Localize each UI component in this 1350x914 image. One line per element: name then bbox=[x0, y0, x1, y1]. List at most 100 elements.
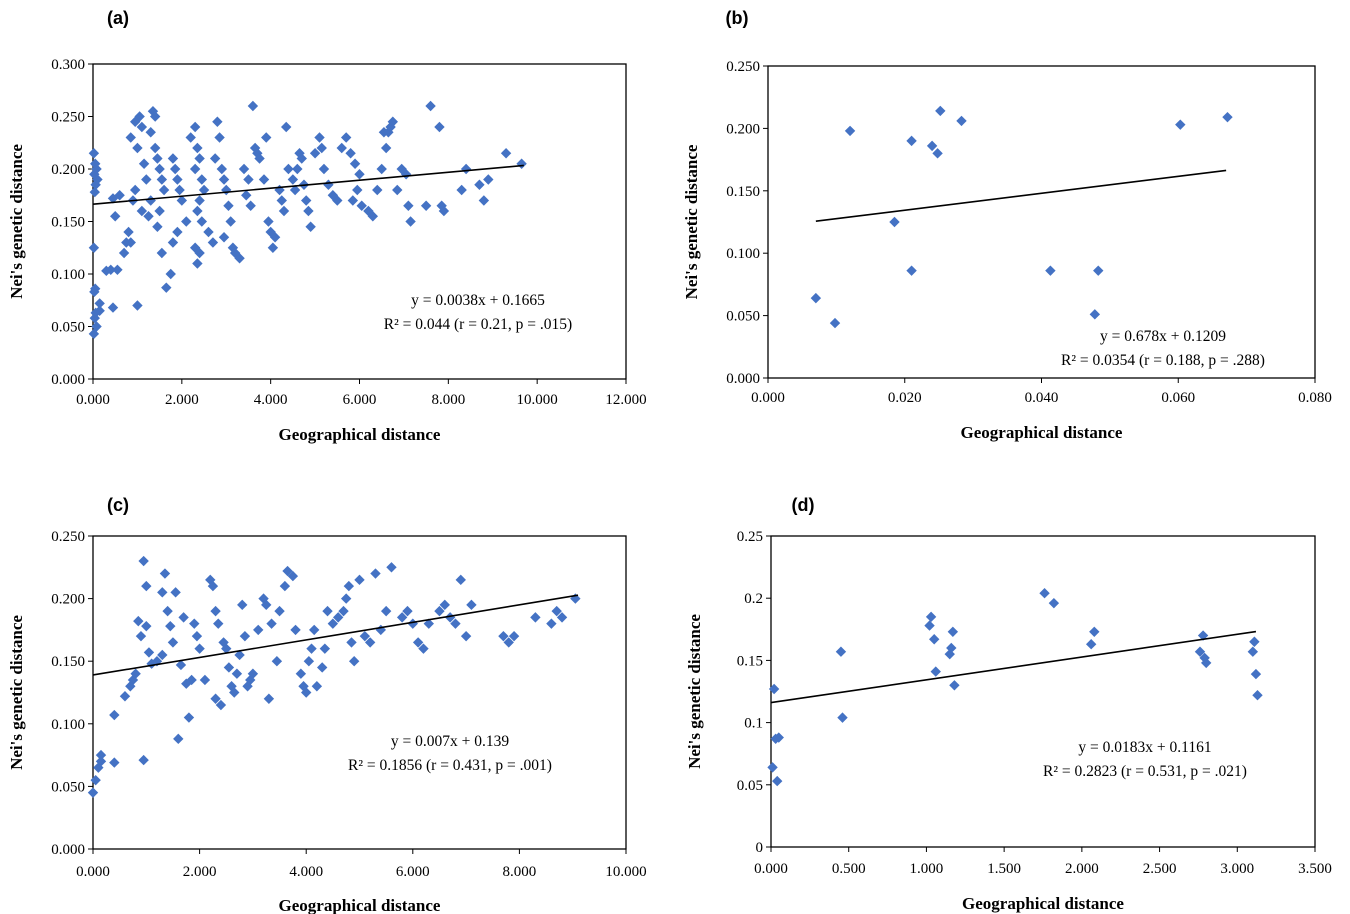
panel-label-a: (a) bbox=[107, 8, 129, 28]
x-tick-label: 6.000 bbox=[396, 864, 430, 880]
data-point bbox=[1222, 111, 1233, 123]
data-point bbox=[274, 605, 285, 617]
plot-area-c bbox=[92, 535, 627, 850]
data-point bbox=[173, 733, 184, 745]
data-point bbox=[162, 605, 173, 617]
data-point bbox=[338, 605, 349, 617]
regression-equation: y = 0.0038x + 0.1665 bbox=[411, 292, 545, 309]
data-point bbox=[530, 612, 541, 623]
data-point bbox=[107, 302, 119, 313]
chart-a-svg: (a) 0.000 0.050 0.100 0.150 0.200 0.250 0.300 0.… bbox=[7, 8, 647, 444]
data-point bbox=[1048, 597, 1060, 609]
x-tick-label: 10.000 bbox=[605, 864, 646, 880]
data-point bbox=[283, 163, 294, 175]
data-point bbox=[196, 216, 208, 227]
data-point bbox=[258, 174, 270, 185]
data-point bbox=[318, 163, 330, 175]
y-tick-label: 0.2 bbox=[744, 591, 763, 607]
data-point bbox=[161, 282, 172, 293]
data-point bbox=[376, 163, 387, 175]
data-point bbox=[132, 300, 143, 311]
data-point bbox=[172, 226, 183, 238]
data-point bbox=[90, 179, 101, 190]
data-point bbox=[380, 142, 392, 154]
data-point bbox=[546, 618, 557, 629]
data-point bbox=[89, 286, 100, 298]
data-point bbox=[118, 247, 130, 259]
y-tick-label: 0.150 bbox=[51, 654, 85, 670]
x-tick-label: 12.000 bbox=[605, 392, 646, 408]
panel-label-d: (d) bbox=[792, 495, 815, 515]
data-point bbox=[383, 127, 394, 138]
y-tick-label: 0.100 bbox=[51, 717, 85, 733]
data-point bbox=[247, 100, 259, 112]
y-tick-label: 0.150 bbox=[51, 215, 85, 231]
y-tick-label: 0.050 bbox=[51, 320, 85, 336]
data-point bbox=[267, 242, 279, 253]
regression-equation: R² = 0.2823 (r = 0.531, p = .021) bbox=[1043, 763, 1247, 780]
data-point bbox=[265, 226, 276, 238]
data-point bbox=[287, 174, 299, 185]
y-tick-label: 0.100 bbox=[51, 267, 85, 283]
y-tick-label: 0.050 bbox=[726, 309, 760, 325]
data-point bbox=[123, 226, 134, 238]
data-point bbox=[434, 121, 445, 133]
data-point bbox=[221, 643, 232, 654]
regression-equation: y = 0.678x + 0.1209 bbox=[1100, 328, 1226, 345]
x-tick-label: 8.000 bbox=[503, 864, 537, 880]
data-point bbox=[92, 174, 103, 185]
data-point bbox=[434, 605, 445, 617]
x-axis-title: Geographical distance bbox=[962, 894, 1124, 913]
x-tick-label: 3.500 bbox=[1298, 861, 1332, 877]
data-point bbox=[221, 184, 232, 196]
data-point bbox=[402, 605, 413, 617]
data-point bbox=[130, 668, 141, 679]
data-point bbox=[181, 216, 192, 227]
data-point bbox=[1247, 646, 1259, 657]
data-point bbox=[141, 174, 152, 185]
data-point bbox=[145, 127, 156, 138]
data-point bbox=[347, 195, 359, 206]
panel-label-c: (c) bbox=[107, 495, 129, 515]
data-point bbox=[192, 142, 203, 154]
data-point bbox=[192, 258, 203, 269]
data-point bbox=[403, 200, 414, 211]
data-point bbox=[278, 205, 290, 217]
data-point bbox=[154, 163, 165, 175]
data-point bbox=[189, 121, 201, 133]
data-point bbox=[478, 195, 490, 206]
data-point bbox=[114, 190, 125, 201]
data-point bbox=[925, 611, 937, 623]
data-point bbox=[1089, 309, 1101, 320]
data-point bbox=[109, 709, 120, 721]
data-point bbox=[380, 605, 392, 617]
data-point bbox=[94, 298, 105, 309]
data-point bbox=[332, 195, 343, 206]
y-tick-label: 0.150 bbox=[726, 184, 760, 200]
data-point bbox=[354, 169, 365, 180]
data-point bbox=[154, 205, 165, 217]
data-point bbox=[138, 158, 150, 169]
chart-d-svg: (d) 0 0.05 0.1 0.15 0.2 0.25 0.000 0.500 1.000 1.5… bbox=[685, 495, 1332, 913]
y-tick-label: 0.000 bbox=[726, 371, 760, 387]
data-point bbox=[500, 148, 512, 159]
data-point bbox=[167, 153, 179, 164]
data-point bbox=[214, 132, 225, 143]
data-point bbox=[438, 205, 450, 217]
data-point bbox=[311, 681, 323, 692]
data-point bbox=[296, 153, 307, 164]
data-point bbox=[95, 749, 107, 761]
regression-equation: y = 0.007x + 0.139 bbox=[391, 733, 509, 750]
y-tick-label: 0 bbox=[756, 840, 764, 856]
data-point bbox=[169, 163, 181, 175]
data-point bbox=[216, 163, 228, 175]
trendline bbox=[815, 169, 1227, 222]
data-point bbox=[223, 200, 234, 211]
data-point bbox=[178, 612, 189, 623]
x-tick-label: 3.000 bbox=[1220, 861, 1254, 877]
data-point bbox=[89, 186, 100, 198]
data-point bbox=[209, 153, 221, 164]
data-point bbox=[88, 242, 100, 253]
data-point bbox=[165, 268, 176, 280]
chart-c-svg: (c) 0.000 0.050 0.100 0.150 0.200 0.250 0.000 2.… bbox=[7, 495, 647, 914]
